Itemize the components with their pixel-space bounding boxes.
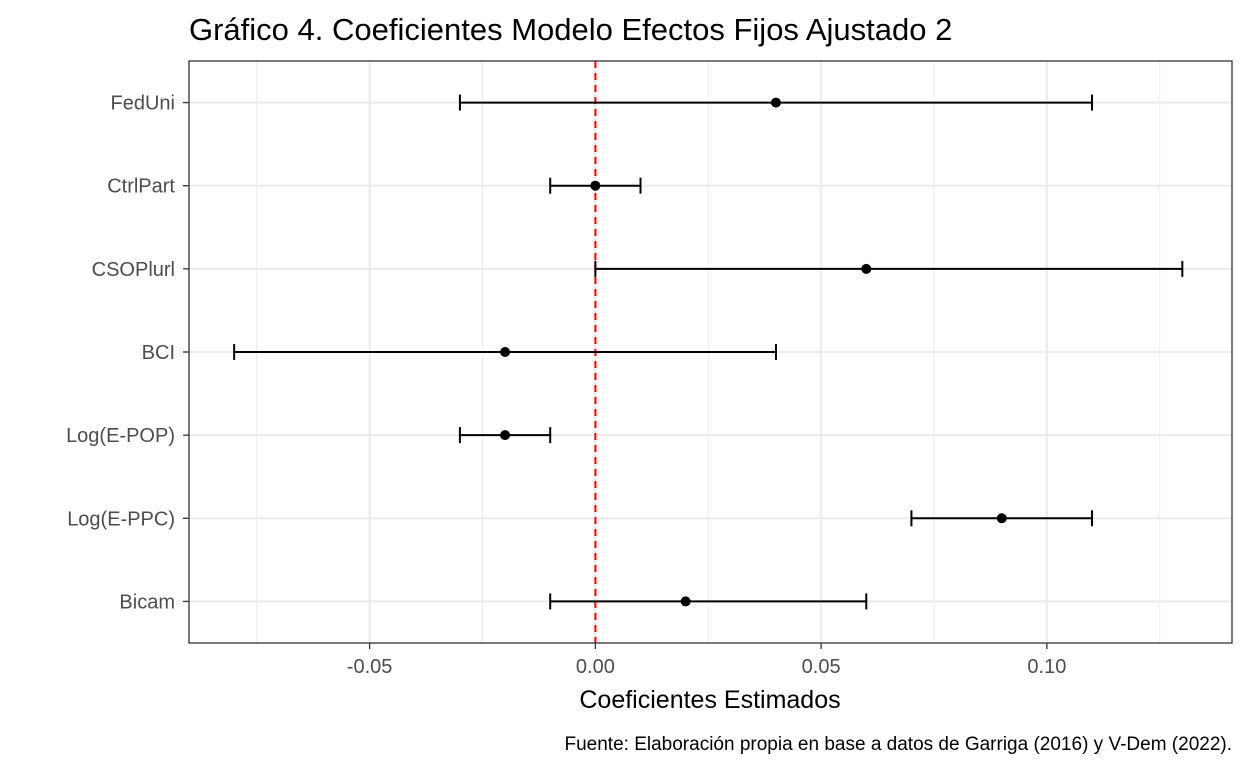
chart-caption: Fuente: Elaboración propia en base a dat… bbox=[565, 734, 1233, 755]
y-tick-label: Log(E-PPC) bbox=[67, 508, 175, 530]
estimate-point bbox=[861, 263, 872, 274]
x-tick-label: 0.05 bbox=[802, 656, 841, 678]
estimate-point bbox=[500, 430, 511, 441]
y-tick-label: BCI bbox=[142, 342, 175, 364]
estimate-point bbox=[680, 596, 691, 607]
chart-title: Gráfico 4. Coeficientes Modelo Efectos F… bbox=[189, 12, 952, 47]
y-tick-label: Bicam bbox=[119, 591, 175, 613]
x-axis-label: Coeficientes Estimados bbox=[579, 686, 840, 714]
x-tick-label: 0.00 bbox=[576, 656, 615, 678]
axis-layer: FedUni CtrlPart CSOPlurl BCI Log(E-POP) Log(E… bbox=[66, 93, 1066, 678]
y-tick-label: Log(E-POP) bbox=[66, 425, 175, 447]
y-tick-label: CtrlPart bbox=[107, 176, 175, 198]
x-tick-label: -0.05 bbox=[347, 656, 393, 678]
y-tick-label: CSOPlurl bbox=[92, 259, 175, 281]
marks-layer bbox=[233, 94, 1184, 610]
x-tick-label: 0.10 bbox=[1027, 656, 1066, 678]
estimate-point bbox=[770, 97, 781, 108]
estimate-point bbox=[996, 513, 1007, 524]
y-tick-label: FedUni bbox=[111, 93, 175, 115]
estimate-point bbox=[590, 180, 601, 191]
estimate-point bbox=[500, 347, 511, 357]
